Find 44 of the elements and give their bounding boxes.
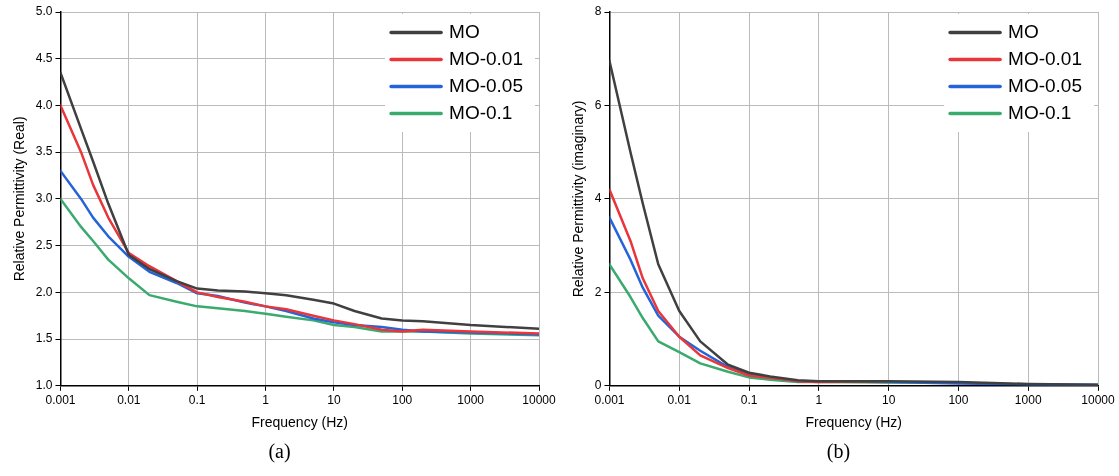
legend-label: MO <box>1008 20 1039 42</box>
y-tick-label: 2.5 <box>35 237 53 252</box>
x-tick-label: 1 <box>815 393 823 408</box>
y-tick-label: 1.0 <box>35 378 53 393</box>
legend-label: MO-0.05 <box>1008 74 1083 96</box>
legend-label: MO-0.01 <box>449 47 524 69</box>
x-tick-label: 100 <box>392 393 413 408</box>
y-tick-label: 3.0 <box>35 191 53 206</box>
y-tick-label: 2.0 <box>35 284 53 299</box>
x-tick-label: 10000 <box>522 393 557 408</box>
legend-label: MO-0.1 <box>449 101 513 123</box>
x-tick-label: 1000 <box>1014 393 1042 408</box>
x-tick-label: 0.001 <box>45 393 76 408</box>
x-tick-label: 100 <box>948 393 969 408</box>
y-axis-title: Relative Permittivity (imaginary) <box>570 100 587 298</box>
legend-label: MO-0.01 <box>1008 47 1083 69</box>
x-tick-label: 0.01 <box>117 393 141 408</box>
x-tick-label: 10 <box>881 393 896 408</box>
y-tick-label: 3.5 <box>35 144 53 159</box>
legend-label: MO-0.05 <box>449 74 524 96</box>
y-tick-label: 4.5 <box>35 51 53 66</box>
x-tick-label: 0.001 <box>594 393 625 408</box>
x-tick-label: 0.1 <box>188 393 206 408</box>
x-tick-label: 0.1 <box>740 393 758 408</box>
x-tick-label: 10000 <box>1081 393 1116 408</box>
y-tick-label: 4.0 <box>35 97 53 112</box>
y-tick-label: 0 <box>594 378 602 393</box>
x-tick-label: 10 <box>327 393 341 408</box>
legend-label: MO <box>449 20 480 42</box>
y-tick-label: 4 <box>594 191 602 206</box>
y-tick-label: 5.0 <box>35 4 53 19</box>
text: (a) <box>267 440 292 463</box>
x-tick-label: 1 <box>262 393 270 408</box>
x-tick-label: 1000 <box>457 393 485 408</box>
x-tick-label: 0.01 <box>667 393 692 408</box>
text: (b) <box>825 440 852 463</box>
y-tick-label: 8 <box>594 4 602 19</box>
y-tick-label: 2 <box>594 284 602 299</box>
x-axis-title: Frequency (Hz) <box>805 414 902 431</box>
y-tick-label: 1.5 <box>35 331 53 346</box>
x-axis-title: Frequency (Hz) <box>251 414 348 431</box>
y-axis-title: Relative Permittivity (Real) <box>11 116 28 282</box>
y-tick-label: 6 <box>594 97 602 112</box>
legend-label: MO-0.1 <box>1008 101 1072 123</box>
